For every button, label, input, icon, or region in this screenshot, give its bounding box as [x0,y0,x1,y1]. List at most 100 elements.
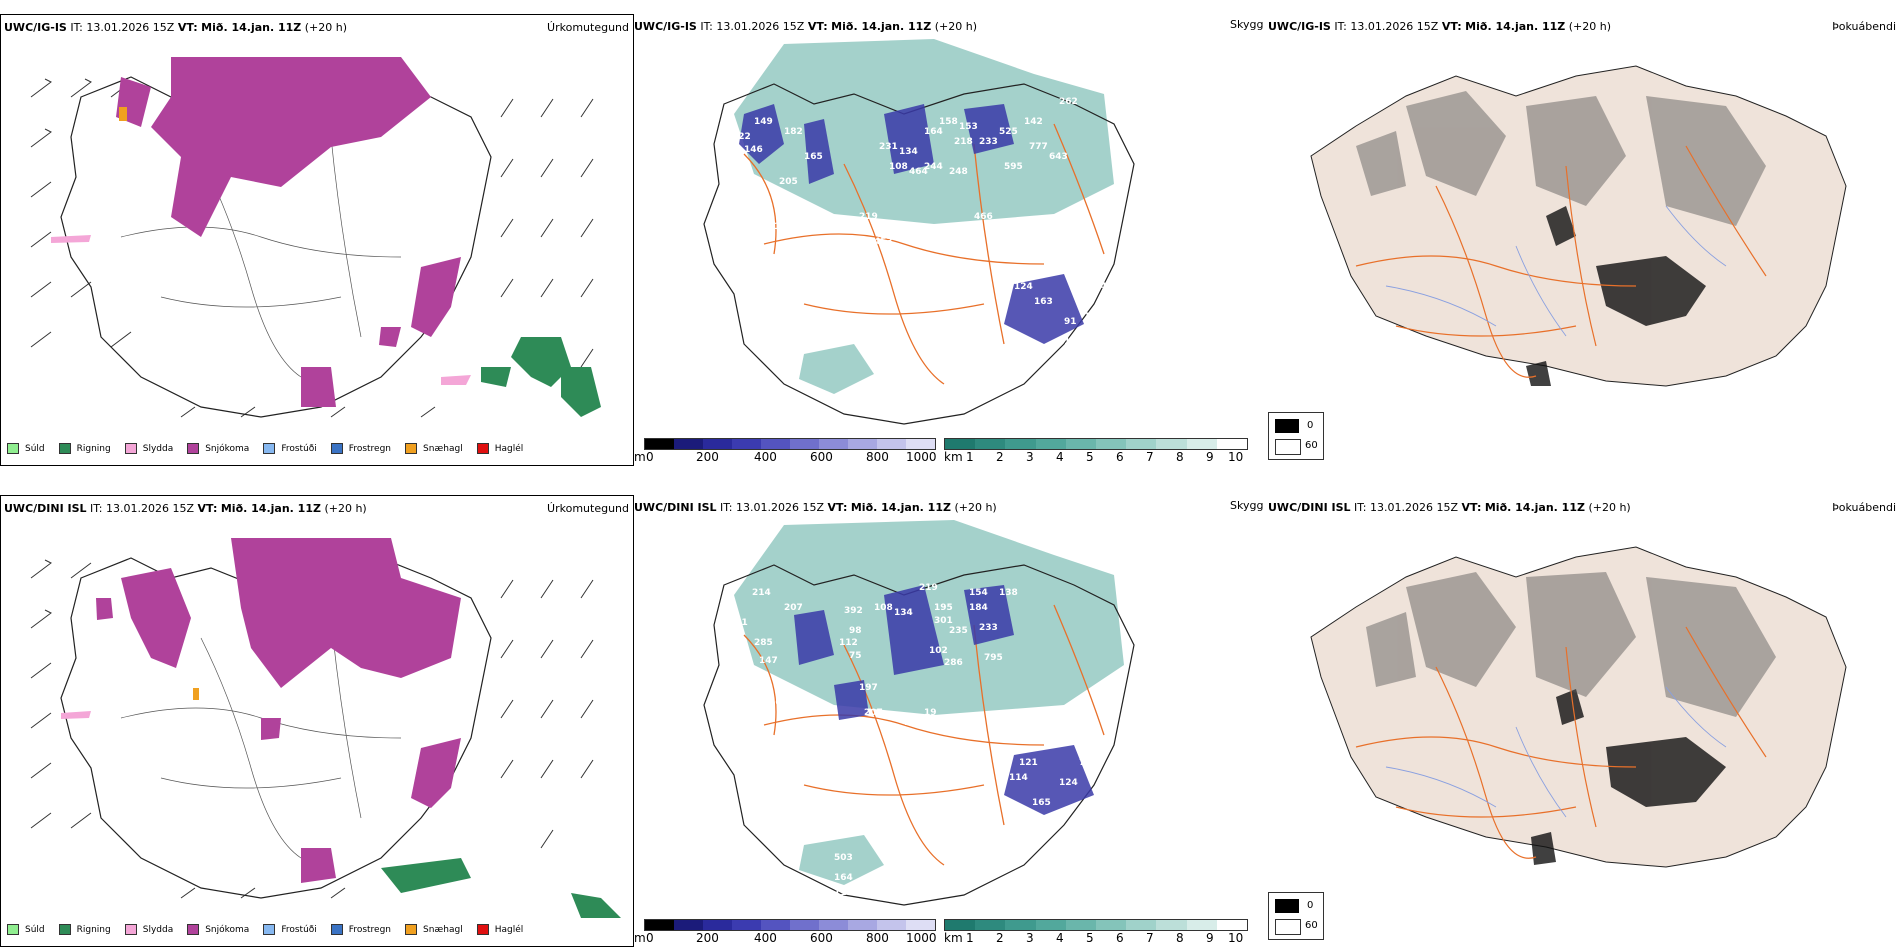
it-label: IT: [1334,20,1347,33]
visibility-tick: 7 [1146,931,1154,945]
ceiling-value: 129 [1084,312,1103,322]
vt-value: Mið. 14.jan. 11Z [220,502,321,515]
ceiling-value: 165 [804,152,823,162]
it-value: 13.01.2026 15Z [736,501,825,514]
model-name: UWC/DINI ISL [634,501,717,514]
visibility-unit: km [944,931,963,945]
legend-label: Snæhagl [423,443,463,454]
visibility-colorbar [944,919,1248,931]
ceiling-value: 91 [1064,317,1077,327]
legend-swatch [405,924,418,935]
vt-label: VT: [827,501,848,514]
precip-type-title: Úrkomutegund [547,21,629,34]
legend-item: Slydda [124,443,173,454]
panel-title: UWC/IG-IS IT: 13.01.2026 15Z VT: Mið. 14… [1268,20,1611,33]
ceiling-tick: 400 [754,450,777,464]
ceiling-value: 195 [934,603,953,613]
fog-index-title: Þokuábendi [1832,20,1896,33]
ceiling-value: 301 [934,616,953,626]
ceiling-tick: 200 [696,450,719,464]
precip-map [30,57,601,418]
visibility-tick: 2 [996,931,1004,945]
legend-item: Frostúði [263,443,317,454]
ceiling-value: 114 [1009,773,1028,783]
vt-label: VT: [1461,501,1482,514]
ceiling-tick: 800 [866,931,889,945]
legend-item: Haglél [476,443,523,454]
ceiling-value: 123 [774,222,793,232]
precip-type-title: Úrkomutegund [547,502,629,515]
ceiling-value: 79 [1079,758,1092,768]
ceiling-value: 392 [844,606,863,616]
legend-label: Snæhagl [423,924,463,935]
legend-swatch [187,443,200,454]
vt-label: VT: [1441,20,1462,33]
visibility-tick: 10 [1228,450,1244,464]
ceiling-value: 197 [859,683,878,693]
ceiling-value: 241 [849,723,868,733]
legend-label: Slydda [142,924,174,935]
precip-map [30,538,621,918]
legend-swatch [263,924,276,935]
legend-item: Snæhagl [405,443,463,454]
ceiling-value: 248 [949,167,968,177]
ceiling-value: 219 [919,583,938,593]
ceiling-value: 102 [1064,337,1083,347]
it-value: 13.01.2026 15Z [1370,501,1459,514]
legend-label: Snjókoma [205,443,250,454]
ceiling-value: 165 [1032,798,1051,808]
panel-title: UWC/IG-IS IT: 13.01.2026 15Z VT: Mið. 14… [4,21,347,34]
legend-swatch [7,443,19,454]
ceiling-value: 233 [979,137,998,147]
legend-item: Rigning [58,443,111,454]
ceiling-value: 140 [824,237,843,247]
ceiling-value: 262 [1059,97,1078,107]
lead-time: (+20 h) [324,502,367,515]
legend-label: Súld [25,924,45,935]
panel-title: UWC/DINI ISL IT: 13.01.2026 15Z VT: Mið.… [4,502,367,515]
visibility-tick: 5 [1086,931,1094,945]
wind-barbs [30,559,594,899]
visibility-tick: 9 [1206,450,1214,464]
ceiling-value: 285 [754,638,773,648]
vt-value: Mið. 14.jan. 11Z [201,21,302,34]
visibility-field-south [799,344,874,394]
fog-legend: 0 60 [1268,412,1324,460]
fog-dark-areas [1526,206,1706,386]
visibility-unit: km [944,450,963,464]
vt-label: VT: [177,21,198,34]
sleet-areas [51,235,471,385]
legend-item: Haglél [476,924,523,935]
ceiling-value: 147 [759,656,778,666]
ceiling-value: 102 [929,646,948,656]
ceiling-value: 108 [874,603,893,613]
legend-label: Rigning [76,443,111,454]
ceiling-tick: 600 [810,450,833,464]
road-network [1355,626,1767,859]
ceiling-map: 149 182 165 146 122 205 134 123 140 339 … [703,39,1135,425]
fog-max-label: 0 [1307,420,1314,431]
legend-swatch [58,924,71,935]
rain-areas [481,337,601,417]
ceiling-value: 112 [839,638,858,648]
legend-item: Snjókoma [187,443,249,454]
it-label: IT: [720,501,733,514]
ceiling-value: 525 [999,127,1018,137]
visibility-tick: 5 [1086,450,1094,464]
visibility-tick: 9 [1206,931,1214,945]
ceiling-value: 211 [729,618,748,628]
ceiling-value: 124 [1059,778,1078,788]
ceiling-value: 219 [859,212,878,222]
precip-legend: Súld Rigning Slydda Snjókoma Frostúði Fr… [7,924,537,935]
ceiling-tick: 0 [646,931,654,945]
model-name: UWC/DINI ISL [1268,501,1351,514]
lead-time: (+20 h) [1588,501,1631,514]
visibility-tick: 8 [1176,931,1184,945]
ceiling-tick: 200 [696,931,719,945]
fog-gray-areas [1356,91,1766,226]
ceiling-value: 233 [979,623,998,633]
ceiling-value: 286 [944,658,963,668]
road-network [743,123,1105,385]
legend-swatch [187,924,200,935]
ceiling-value: 466 [974,212,993,222]
